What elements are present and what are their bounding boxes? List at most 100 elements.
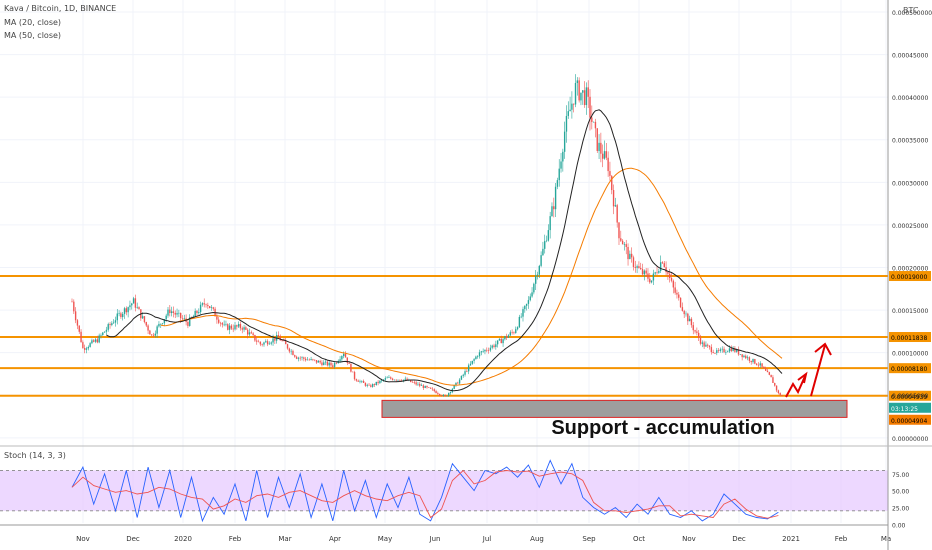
candle-body xyxy=(583,90,586,106)
candle-body xyxy=(85,348,88,350)
candle-body xyxy=(409,379,412,383)
candle-body xyxy=(495,344,497,347)
candle-body xyxy=(536,274,539,276)
price-label: 0.00011838 xyxy=(891,335,927,342)
candle-body xyxy=(437,393,439,394)
forecast-arrows xyxy=(785,342,832,398)
x-tick-label: Nov xyxy=(76,535,90,543)
candle-body xyxy=(553,206,555,210)
candle-body xyxy=(777,390,780,393)
candle-body xyxy=(371,384,374,387)
stoch-tick-label: 75.00 xyxy=(892,472,909,479)
candle-body xyxy=(774,382,776,386)
candle-body xyxy=(246,329,249,335)
candle-body xyxy=(556,180,559,187)
candle-body xyxy=(609,171,611,176)
candle-body xyxy=(122,313,124,318)
candle-body xyxy=(74,311,77,321)
candle-body xyxy=(661,262,664,264)
x-tick-label: Nov xyxy=(682,535,696,543)
candle-body xyxy=(489,347,492,351)
currency-badge: BTC xyxy=(903,6,919,15)
candle-body xyxy=(350,363,352,372)
candle-body xyxy=(630,253,633,258)
candle-body xyxy=(417,383,419,385)
candle-body xyxy=(254,334,256,341)
x-tick-label: Ma xyxy=(881,535,891,543)
candle-body xyxy=(708,345,711,348)
candle-body xyxy=(344,353,347,358)
x-tick-label: Oct xyxy=(633,535,645,543)
candle-body xyxy=(391,378,394,380)
candle-body xyxy=(625,244,627,247)
price-label-box xyxy=(889,402,931,413)
candle-body xyxy=(252,333,254,335)
candle-body xyxy=(248,332,251,335)
candle-body xyxy=(370,385,372,387)
candle-body xyxy=(565,115,568,132)
candle-body xyxy=(390,377,392,379)
candle-body xyxy=(705,344,707,347)
arrow-large-shaft xyxy=(810,344,826,397)
candle-body xyxy=(659,262,662,272)
candle-body xyxy=(145,322,147,326)
candle-body xyxy=(522,309,524,317)
x-tick-label: Aug xyxy=(530,535,544,543)
candle-body xyxy=(179,312,182,319)
candle-body xyxy=(607,157,609,172)
candle-body xyxy=(453,385,455,389)
candle-body xyxy=(605,151,608,158)
candle-body xyxy=(310,359,312,360)
candle-body xyxy=(134,298,137,308)
candle-body xyxy=(449,391,452,393)
candle-body xyxy=(424,385,426,388)
candle-body xyxy=(658,271,660,273)
candle-body xyxy=(563,131,566,152)
candle-body xyxy=(748,357,751,361)
candle-body xyxy=(743,355,745,358)
candle-body xyxy=(542,248,544,256)
x-tick-label: Feb xyxy=(229,535,242,543)
candle-body xyxy=(750,360,752,363)
candle-body xyxy=(734,348,736,352)
candle-body xyxy=(161,323,164,324)
candle-body xyxy=(236,325,238,327)
candle-body xyxy=(545,240,548,242)
candle-body xyxy=(225,324,227,325)
candle-body xyxy=(433,389,435,392)
candle-body xyxy=(221,323,224,325)
candle-body xyxy=(707,344,709,346)
candle-body xyxy=(422,385,425,388)
x-tick-label: Jun xyxy=(429,535,441,543)
candle-body xyxy=(112,322,115,324)
candle-body xyxy=(569,109,571,112)
candle-body xyxy=(663,263,665,268)
candle-body xyxy=(355,379,358,381)
candle-body xyxy=(397,379,399,381)
candle-body xyxy=(652,273,655,281)
candle-body xyxy=(245,327,247,330)
candle-body xyxy=(198,312,200,314)
candle-body xyxy=(232,328,234,330)
candle-body xyxy=(314,359,316,361)
candle-body xyxy=(326,361,329,366)
candle-body xyxy=(283,340,285,342)
candle-body xyxy=(257,341,260,343)
candle-body xyxy=(366,384,368,386)
candle-body xyxy=(477,356,479,357)
candle-body xyxy=(533,283,535,293)
candle-body xyxy=(491,345,493,348)
candle-body xyxy=(580,92,582,101)
candle-body xyxy=(364,382,367,386)
candle-body xyxy=(353,372,356,380)
stoch-d-line xyxy=(71,469,779,519)
y-tick-label: 0.00040000 xyxy=(892,95,928,102)
candle-body xyxy=(538,265,540,275)
candle-body xyxy=(676,292,678,295)
candle-body xyxy=(379,380,381,384)
candle-body xyxy=(78,325,80,332)
candle-body xyxy=(277,335,280,337)
candle-body xyxy=(288,348,291,352)
candle-body xyxy=(199,304,202,313)
arrow-small-path xyxy=(785,373,807,398)
